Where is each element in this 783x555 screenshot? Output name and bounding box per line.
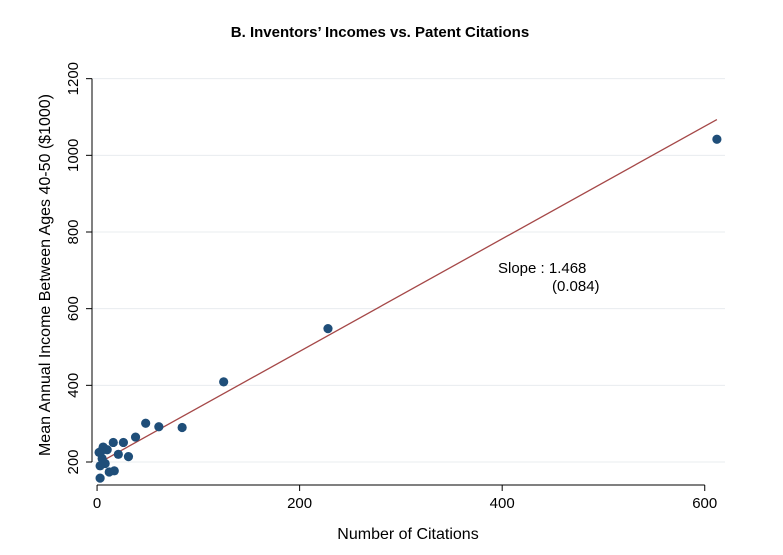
data-point [94,447,104,458]
y-axis-ticks: 200 400 600 800 1000 1200 [65,62,92,475]
slope-stderr-annotation: (0.084) [552,278,600,295]
data-points [94,134,722,483]
data-point [118,437,128,448]
x-axis-label: Number of Citations [337,526,478,543]
data-point [130,432,141,442]
x-axis-ticks: 0 200 400 600 [93,485,717,512]
fit-line [96,118,718,465]
data-point [154,422,164,432]
slope-annotation: Slope : 1.468 [498,260,586,277]
y-tick-label: 600 [65,296,82,321]
data-point [108,437,118,448]
data-point [95,473,105,483]
x-tick-label: 0 [93,495,101,512]
data-point [177,422,187,433]
data-point [712,134,722,144]
data-point [141,418,151,428]
chart-title: B. Inventors’ Incomes vs. Patent Citatio… [231,24,529,41]
x-tick-label: 400 [490,495,515,512]
y-tick-label: 800 [65,219,82,244]
data-point [113,449,123,459]
data-point [104,467,114,477]
gridlines [92,78,725,463]
y-tick-label: 1000 [65,139,82,172]
data-point [95,461,105,471]
data-point [123,452,134,462]
x-tick-label: 200 [287,495,312,512]
data-point [323,324,333,334]
y-tick-label: 1200 [65,62,82,95]
x-tick-label: 600 [692,495,717,512]
data-point [219,377,229,387]
y-axis-label: Mean Annual Income Between Ages 40-50 ($… [37,94,54,456]
y-tick-label: 200 [65,449,82,474]
y-tick-label: 400 [65,373,82,398]
